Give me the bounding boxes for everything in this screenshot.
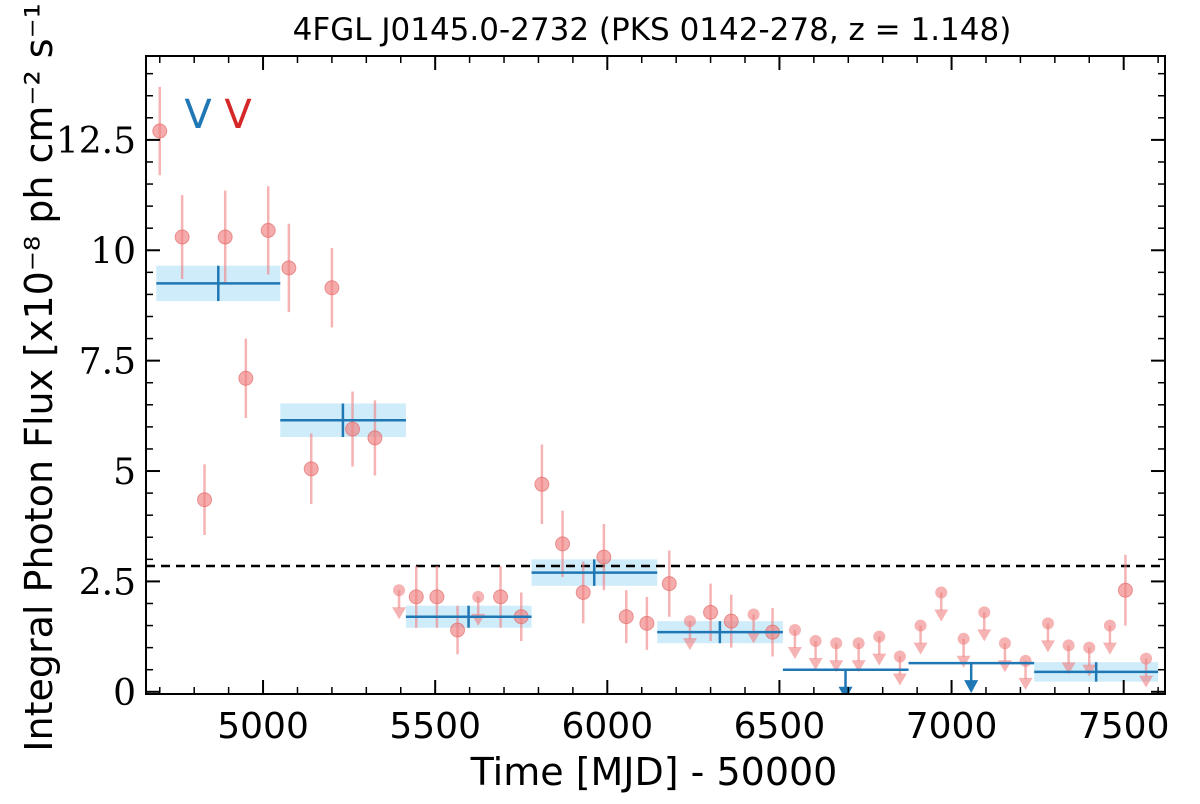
short-bin-upper-limit-arrow <box>682 638 697 651</box>
short-bin-point <box>639 615 655 631</box>
legend-entry: V <box>184 92 212 138</box>
short-bin-upper-limit-arrow <box>829 660 844 673</box>
short-bin-point <box>661 576 677 592</box>
short-bin-point <box>703 604 719 620</box>
short-bin-point <box>174 229 190 245</box>
x-tick-label: 6000 <box>561 706 653 747</box>
short-bin-point <box>324 280 340 296</box>
short-bin-upper-limit-arrow <box>808 658 823 671</box>
y-axis-label: Integral Photon Flux [x10⁻⁸ ph cm⁻² s⁻¹] <box>17 0 61 752</box>
plot-frame <box>145 55 1166 695</box>
short-bin-point <box>197 492 213 508</box>
y-tick-label: 5 <box>113 452 136 493</box>
short-bin-upper-limit-arrow <box>392 607 407 620</box>
short-bin-point <box>408 589 424 605</box>
short-bin-point <box>367 430 383 446</box>
short-bin-point <box>723 613 739 629</box>
short-bin-upper-limit-arrow <box>787 646 802 659</box>
y-tick-label: 7.5 <box>79 342 136 383</box>
short-bin-upper-limit-arrow <box>1018 677 1033 690</box>
short-bin-upper-limit-arrow <box>934 609 949 622</box>
short-bin-point <box>596 549 612 565</box>
x-tick-label: 5000 <box>217 706 309 747</box>
short-bin-point <box>303 461 319 477</box>
y-tick-label: 2.5 <box>79 562 136 603</box>
short-bin-point <box>1117 582 1133 598</box>
short-bin-upper-limit-arrow <box>1082 664 1097 677</box>
short-bin-point <box>345 421 361 437</box>
x-tick-label: 6500 <box>734 706 826 747</box>
x-tick-label: 5500 <box>389 706 481 747</box>
chart-title: 4FGL J0145.0-2732 (PKS 0142-278, z = 1.1… <box>293 12 1012 48</box>
short-bin-upper-limit-arrow <box>851 660 866 673</box>
short-bin-point <box>281 260 297 276</box>
short-bin-upper-limit-arrow <box>1061 662 1076 675</box>
short-bin-point <box>618 609 634 625</box>
short-bin-point <box>493 589 509 605</box>
x-axis-label: Time [MJD] - 50000 <box>470 750 838 794</box>
short-bin-upper-limit-arrow <box>956 655 971 668</box>
short-bin-point <box>429 589 445 605</box>
short-bin-point <box>555 536 571 552</box>
x-tick-label: 7500 <box>1078 706 1170 747</box>
short-bin-upper-limit-arrow <box>913 642 928 655</box>
short-bin-upper-limit-arrow <box>872 653 887 666</box>
short-bin-upper-limit-arrow <box>1102 642 1117 655</box>
x-tick-label: 7000 <box>906 706 998 747</box>
short-bin-point <box>450 622 466 638</box>
legend-entry: V <box>224 92 252 138</box>
short-bin-upper-limit-arrow <box>1040 640 1055 653</box>
short-bin-point <box>238 370 254 386</box>
short-bin-point <box>575 584 591 600</box>
y-tick-label: 12.5 <box>56 121 136 162</box>
short-bin-upper-limit-arrow <box>1139 675 1154 688</box>
plot-area <box>146 86 1165 694</box>
short-bin-point <box>152 123 168 139</box>
short-bin-point <box>534 476 550 492</box>
long-bin-upper-limit-arrow <box>964 680 979 694</box>
y-tick-label: 0 <box>113 673 136 714</box>
short-bin-point <box>217 229 233 245</box>
short-bin-upper-limit-arrow <box>977 629 992 642</box>
short-bin-point <box>260 222 276 238</box>
short-bin-upper-limit-arrow <box>746 631 761 644</box>
y-tick-label: 10 <box>90 231 136 272</box>
short-bin-upper-limit-arrow <box>892 673 907 686</box>
